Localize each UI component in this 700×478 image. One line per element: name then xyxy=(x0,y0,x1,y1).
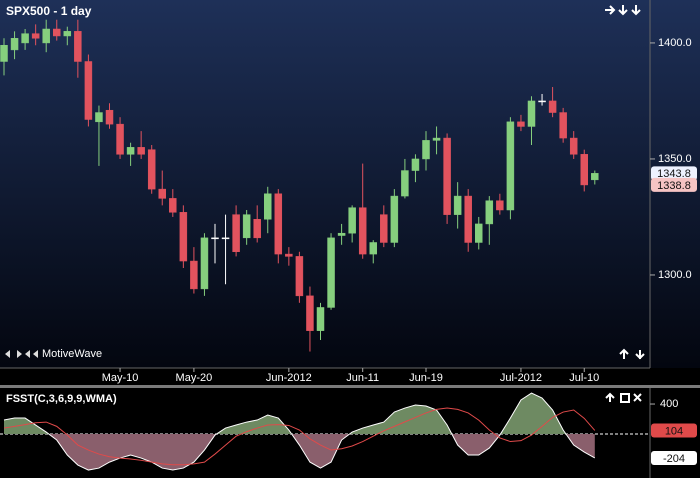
candle-body xyxy=(569,137,578,155)
chart-title: SPX500 - 1 day xyxy=(6,4,92,18)
indicator-panel xyxy=(0,388,700,478)
candle-body xyxy=(316,307,325,331)
candle-body xyxy=(190,260,198,290)
x-tick-label: May-10 xyxy=(102,372,139,384)
candle-body xyxy=(517,121,525,127)
y-tick-label: 400 xyxy=(660,398,678,410)
value-box-label: 1338.8 xyxy=(657,180,691,192)
y-tick-label: 1400.0 xyxy=(658,37,692,49)
value-box xyxy=(651,450,697,465)
candle-body xyxy=(548,100,557,113)
candle-body xyxy=(453,195,462,215)
y-tick-label: 1350.0 xyxy=(658,153,692,165)
value-box-label: -204 xyxy=(663,453,685,465)
x-tick-label: Jun-19 xyxy=(409,372,443,384)
candle-body xyxy=(232,214,240,253)
candle-body xyxy=(443,137,451,215)
candle-body xyxy=(74,31,82,62)
candle-body xyxy=(200,237,209,290)
candle-body xyxy=(464,195,472,243)
candle-body xyxy=(21,33,29,44)
y-tick-label: 1300.0 xyxy=(658,269,692,281)
candle-body xyxy=(211,237,219,240)
candle-body xyxy=(475,223,483,243)
panel-controls[interactable] xyxy=(605,5,641,16)
candle-body xyxy=(10,38,19,51)
candle-body xyxy=(126,147,135,155)
value-box-label: 1343.8 xyxy=(657,168,691,180)
date-axis xyxy=(0,368,700,386)
candle-body xyxy=(411,158,420,171)
candle-body xyxy=(432,137,441,141)
candle-body xyxy=(179,212,188,262)
candle-body xyxy=(591,173,599,181)
area-fill-below xyxy=(4,434,595,471)
indicator-line xyxy=(3,407,596,466)
watermark: MotiveWave xyxy=(42,348,102,360)
candle-body xyxy=(63,31,72,37)
candle-body xyxy=(369,242,377,255)
candle-body xyxy=(348,207,356,234)
x-tick-label: Jun-2012 xyxy=(266,372,312,384)
indicator-title: FSST(C,3,6,9,9,WMA) xyxy=(6,393,117,405)
candle-body xyxy=(401,170,409,197)
candle-body xyxy=(0,44,8,62)
candle-body xyxy=(580,154,588,186)
candle-body xyxy=(53,28,61,37)
candle-body xyxy=(422,140,430,160)
candle-body xyxy=(116,123,124,155)
candle-body xyxy=(147,149,156,190)
candle-body xyxy=(485,200,494,225)
candle-body xyxy=(274,193,283,255)
x-tick-label: Jun-11 xyxy=(346,372,379,384)
indicator-controls[interactable] xyxy=(605,392,642,403)
candle-body xyxy=(264,193,272,220)
area-fill-above xyxy=(4,393,595,434)
candle-body xyxy=(242,214,251,239)
candle-body xyxy=(559,112,567,139)
candle-body xyxy=(285,253,293,257)
candle-body xyxy=(105,109,114,125)
candle-body xyxy=(358,207,367,255)
candle-body xyxy=(527,100,536,127)
scroll-arrows[interactable] xyxy=(5,350,38,358)
candle-body xyxy=(390,195,399,243)
x-tick-label: May-20 xyxy=(176,372,213,384)
candle-body xyxy=(253,219,261,239)
value-box xyxy=(651,423,697,438)
candle-body xyxy=(137,147,145,155)
candle-body xyxy=(295,256,304,297)
candle-body xyxy=(84,61,93,120)
candle-body xyxy=(306,295,314,331)
candle-body xyxy=(42,28,50,44)
candle-body xyxy=(158,188,166,199)
candle-body xyxy=(31,33,40,39)
x-tick-label: Jul-2012 xyxy=(500,372,542,384)
candle-body xyxy=(327,237,335,308)
candle-body xyxy=(169,198,177,213)
value-box-label: 104 xyxy=(665,425,683,437)
value-box xyxy=(651,166,697,181)
candle-body xyxy=(496,200,504,211)
candle-body xyxy=(337,232,346,236)
value-box xyxy=(651,177,697,192)
x-tick-label: Jul-10 xyxy=(569,372,599,384)
candle-body xyxy=(538,100,546,103)
zoom-controls[interactable] xyxy=(619,348,645,360)
indicator-line xyxy=(3,392,596,471)
panel-separator xyxy=(0,385,700,388)
candle-body xyxy=(380,214,388,243)
candle-body xyxy=(95,112,103,123)
candle-body xyxy=(221,237,230,240)
candle-body xyxy=(506,121,515,211)
